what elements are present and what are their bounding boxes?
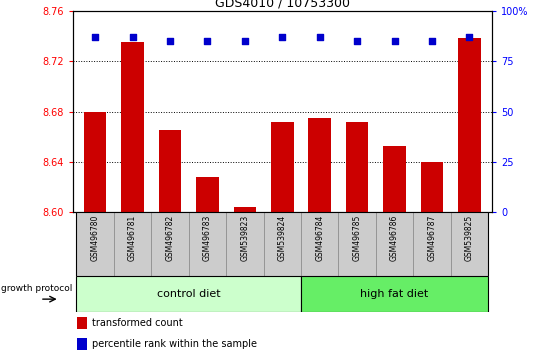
Title: GDS4010 / 10753300: GDS4010 / 10753300: [215, 0, 350, 10]
Point: [91, 34, 100, 40]
Point: [353, 38, 362, 44]
Bar: [151, 212, 189, 276]
Bar: [77, 212, 114, 276]
Text: GSM496782: GSM496782: [165, 214, 174, 261]
Bar: [458, 38, 481, 212]
Text: GSM496784: GSM496784: [315, 214, 324, 261]
Text: control diet: control diet: [157, 289, 220, 299]
Text: GSM496785: GSM496785: [353, 214, 362, 261]
Bar: [84, 112, 106, 212]
Point: [428, 38, 437, 44]
Bar: [234, 207, 256, 212]
Bar: [159, 130, 181, 212]
Bar: [421, 162, 443, 212]
Text: GSM539823: GSM539823: [240, 214, 249, 261]
Bar: [271, 121, 293, 212]
Bar: [413, 212, 451, 276]
Text: percentile rank within the sample: percentile rank within the sample: [92, 339, 257, 349]
Bar: [264, 212, 301, 276]
Bar: [77, 338, 87, 350]
Point: [278, 34, 287, 40]
Point: [465, 34, 474, 40]
Bar: [77, 318, 87, 329]
Text: GSM496787: GSM496787: [428, 214, 437, 261]
Point: [240, 38, 249, 44]
Point: [203, 38, 212, 44]
Point: [390, 38, 399, 44]
Text: GSM496786: GSM496786: [390, 214, 399, 261]
Text: GSM496783: GSM496783: [203, 214, 212, 261]
Bar: [451, 212, 488, 276]
Text: GSM539825: GSM539825: [465, 214, 474, 261]
Bar: [309, 118, 331, 212]
Point: [165, 38, 174, 44]
Bar: [301, 276, 488, 312]
Text: GSM496780: GSM496780: [91, 214, 100, 261]
Text: GSM496781: GSM496781: [128, 214, 137, 261]
Bar: [338, 212, 376, 276]
Text: growth protocol: growth protocol: [2, 284, 73, 293]
Bar: [346, 121, 368, 212]
Bar: [114, 212, 151, 276]
Bar: [383, 145, 406, 212]
Bar: [196, 177, 219, 212]
Point: [315, 34, 324, 40]
Bar: [121, 42, 144, 212]
Text: transformed count: transformed count: [92, 318, 182, 329]
Text: GSM539824: GSM539824: [278, 214, 287, 261]
Bar: [301, 212, 338, 276]
Point: [128, 34, 137, 40]
Bar: [376, 212, 413, 276]
Bar: [189, 212, 226, 276]
Bar: [77, 276, 301, 312]
Text: high fat diet: high fat diet: [361, 289, 429, 299]
Bar: [226, 212, 264, 276]
